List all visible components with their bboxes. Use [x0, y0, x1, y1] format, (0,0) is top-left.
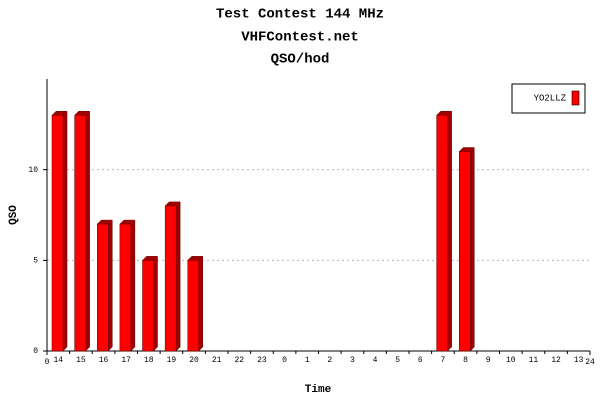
legend-swatch [571, 90, 580, 106]
x-tick-label: 6 [418, 356, 423, 365]
x-tick-label: 1 [305, 356, 310, 365]
chart-subtitle: VHFContest.net [241, 30, 359, 46]
y-tick-label: 10 [28, 166, 38, 175]
x-tick-label: 0 [45, 358, 50, 367]
bar [51, 115, 64, 352]
x-tick-label: 23 [257, 356, 267, 365]
bar [119, 223, 132, 352]
x-tick-label: 13 [574, 356, 584, 365]
x-tick-label: 16 [99, 356, 109, 365]
x-tick-label: 9 [486, 356, 491, 365]
x-tick-label: 22 [235, 356, 245, 365]
bar [74, 115, 86, 352]
y-tick-label: 5 [33, 256, 38, 265]
legend-label: YO2LLZ [534, 93, 567, 103]
x-tick-label: 10 [506, 356, 516, 365]
x-tick-label: 11 [529, 356, 539, 365]
x-tick-label: 17 [121, 356, 131, 365]
x-tick-label: 12 [551, 356, 561, 365]
bar [436, 115, 448, 352]
bar [97, 223, 109, 352]
x-tick-label: 20 [189, 356, 199, 365]
x-tick-label: 8 [463, 356, 468, 365]
x-tick-label: 21 [212, 356, 222, 365]
y-axis-label: QSO [8, 205, 20, 225]
x-tick-label: 18 [144, 356, 154, 365]
x-tick-label: 24 [585, 358, 595, 367]
x-tick-label: 3 [350, 356, 355, 365]
x-tick-label: 2 [327, 356, 332, 365]
x-axis-label: Time [305, 384, 332, 396]
x-tick-label: 14 [54, 356, 64, 365]
bar [164, 205, 177, 352]
x-tick-label: 7 [441, 356, 446, 365]
x-tick-label: 19 [167, 356, 177, 365]
x-tick-label: 15 [76, 356, 86, 365]
x-tick-label: 5 [395, 356, 400, 365]
bar [142, 260, 154, 352]
bar [187, 260, 199, 352]
x-tick-label: 4 [373, 356, 378, 365]
x-tick-label: 0 [282, 356, 287, 365]
chart-title: Test Contest 144 MHz [216, 7, 384, 23]
chart-subtitle: QSO/hod [271, 52, 330, 68]
y-tick-label: 0 [33, 347, 38, 356]
bar [459, 151, 471, 352]
